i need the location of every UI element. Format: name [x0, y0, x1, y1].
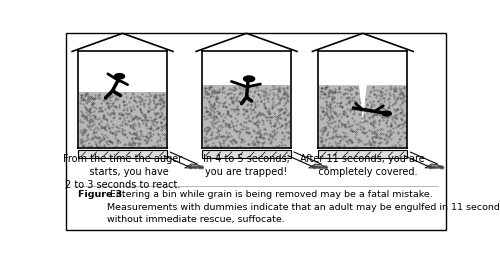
Text: Entering a bin while grain is being removed may be a fatal mistake.
Measurements: Entering a bin while grain is being remo… [108, 190, 500, 224]
Bar [202, 150, 291, 158]
Bar [318, 150, 408, 158]
Polygon shape [203, 85, 290, 148]
Circle shape [244, 76, 254, 82]
Text: From the time the auger
    starts, you have
2 to 3 seconds to react.: From the time the auger starts, you have… [63, 154, 182, 190]
Text: In 4 to 5 seconds,
you are trapped!: In 4 to 5 seconds, you are trapped! [203, 154, 290, 177]
Circle shape [114, 74, 124, 79]
Bar [78, 150, 167, 158]
Text: Figure 3.: Figure 3. [78, 190, 126, 199]
Polygon shape [184, 164, 204, 168]
FancyBboxPatch shape [66, 33, 446, 230]
Polygon shape [79, 92, 166, 148]
Text: After 11 seconds, you are
   completely covered.: After 11 seconds, you are completely cov… [300, 154, 425, 177]
Polygon shape [425, 164, 444, 168]
Circle shape [382, 111, 391, 116]
Polygon shape [319, 85, 406, 148]
Polygon shape [308, 164, 328, 168]
